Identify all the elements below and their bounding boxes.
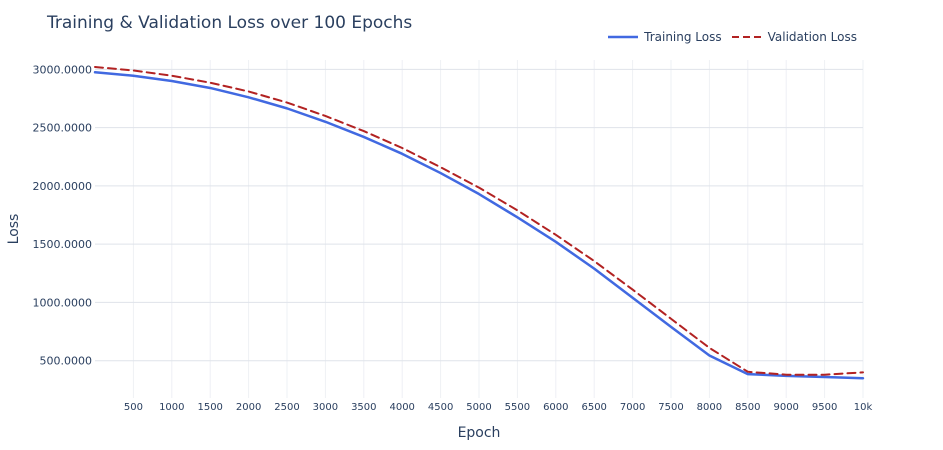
x-tick-label: 3000 (313, 402, 338, 413)
x-tick-label: 5000 (466, 402, 491, 413)
y-axis-title: Loss (6, 214, 22, 245)
x-tick-label: 10k (854, 402, 873, 413)
y-tick-label: 1000.0000 (33, 296, 93, 309)
x-tick-label: 9500 (812, 402, 837, 413)
x-tick-label: 7500 (658, 402, 683, 413)
legend-swatch-validation (731, 36, 762, 38)
x-tick-label: 3500 (351, 402, 376, 413)
series-layer (93, 65, 865, 380)
grid-layer (95, 60, 864, 398)
chart-title: Training & Validation Loss over 100 Epoc… (47, 13, 413, 33)
legend-label-training: Training Loss (644, 30, 722, 44)
x-tick-label: 2000 (236, 402, 261, 413)
legend-item-training[interactable]: Training Loss (608, 30, 722, 44)
x-tick-label: 4500 (428, 402, 453, 413)
x-tick-label: 7000 (620, 402, 645, 413)
x-tick-label: 6000 (543, 402, 568, 413)
x-tick-label: 1500 (197, 402, 222, 413)
y-tick-label: 3000.0000 (33, 63, 93, 76)
x-tick-label: 1000 (159, 402, 184, 413)
y-tick-label: 2500.0000 (33, 122, 93, 135)
x-tick-label: 4000 (389, 402, 414, 413)
legend-swatch-training (608, 35, 639, 39)
x-tick-label: 6500 (581, 402, 606, 413)
validation-loss-line (94, 65, 864, 376)
y-tick-label: 500.0000 (40, 355, 93, 368)
legend[interactable]: Training Loss Validation Loss (608, 30, 857, 44)
training-loss-line (93, 70, 865, 380)
x-tick-label: 9000 (773, 402, 798, 413)
legend-item-validation[interactable]: Validation Loss (731, 30, 857, 44)
tick-layer: 500 1000 1500 2000 2500 3000 3500 4000 4500 5000 5… (33, 63, 873, 413)
x-tick-label: 8000 (697, 402, 722, 413)
x-tick-label: 8500 (735, 402, 760, 413)
y-tick-label: 1500.0000 (33, 238, 93, 251)
x-tick-label: 2500 (274, 402, 299, 413)
x-tick-label: 500 (124, 402, 143, 413)
x-tick-label: 5500 (505, 402, 530, 413)
y-tick-label: 2000.0000 (33, 180, 93, 193)
x-axis-title: Epoch (458, 425, 501, 441)
legend-label-validation: Validation Loss (767, 30, 857, 44)
